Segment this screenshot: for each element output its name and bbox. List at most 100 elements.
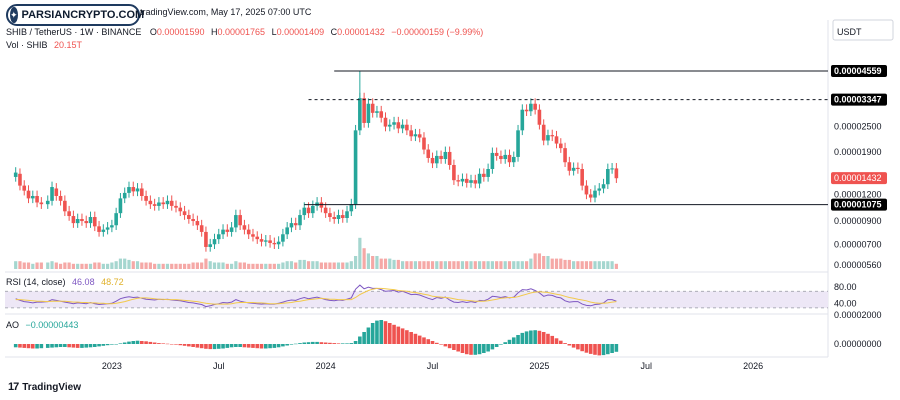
candle-body (379, 111, 384, 118)
candle-body (35, 195, 39, 203)
rsi-tick-label: 40.00 (834, 299, 857, 309)
ao-title[interactable]: AO (6, 320, 20, 330)
candle-body (375, 111, 379, 113)
ao-bar (135, 340, 140, 344)
x-tick-label: Jul (427, 361, 439, 371)
ao-bar (255, 344, 260, 349)
candle-body (22, 185, 27, 191)
currency-box (832, 19, 894, 41)
published-info: tradingView.com, May 17, 2025 07:00 UTC (140, 7, 312, 17)
volume-bar (465, 261, 469, 269)
volume-bar (242, 262, 247, 269)
ao-bar (409, 332, 413, 344)
volume-bar (22, 262, 26, 269)
volume-bar (401, 261, 405, 269)
candle-body (614, 168, 619, 179)
candle-body (554, 136, 559, 144)
ao-bar (315, 341, 319, 344)
candle-body (39, 202, 44, 205)
volume-bar (63, 262, 67, 269)
candle-body (370, 103, 375, 113)
ao-bar (323, 342, 328, 344)
volume-bar (529, 258, 533, 269)
ao-bar (212, 344, 217, 350)
ao-bar (567, 344, 572, 346)
volume-bar (332, 262, 336, 269)
candle-body (520, 109, 525, 131)
candle-body (452, 164, 456, 181)
volume-bar (362, 248, 366, 269)
volume-label[interactable]: Vol · SHIB (6, 40, 48, 50)
candle-body (524, 109, 529, 112)
ao-bar (460, 344, 465, 353)
candle-body (182, 211, 187, 216)
candle-body (225, 229, 230, 232)
ao-bar (30, 344, 35, 349)
candle-body (169, 200, 174, 206)
ao-bar (13, 344, 18, 348)
candle-body (409, 130, 413, 137)
ao-bar (63, 344, 67, 347)
candle-body (511, 156, 516, 163)
ao-bar (370, 323, 375, 344)
ao-bar (80, 344, 84, 348)
ao-bar (345, 343, 349, 344)
candle-body (191, 219, 195, 222)
ao-bar (84, 344, 89, 348)
volume-bar (610, 261, 614, 269)
ohlc-l: 0.00001409 (276, 27, 325, 37)
volume-bar (353, 256, 358, 269)
volume-bar (413, 261, 418, 269)
ao-bar (182, 344, 187, 346)
ao-bar (417, 335, 422, 344)
ao-bar (563, 343, 567, 344)
volume-bar (601, 261, 606, 269)
volume-bar (524, 261, 529, 269)
ao-bar (379, 320, 384, 344)
rsi-ma-line (15, 287, 617, 305)
volume-bar (435, 261, 439, 269)
tradingview-brand[interactable]: 17 TradingView (8, 381, 81, 393)
volume-bar (512, 261, 516, 269)
ao-bar (580, 344, 584, 352)
rsi-title[interactable]: RSI (14, close) (6, 277, 66, 287)
candle-body (118, 198, 123, 214)
volume-value: 20.15T (54, 40, 83, 50)
ao-bar (199, 344, 204, 349)
volume-bar (135, 261, 140, 269)
candle-body (499, 155, 503, 160)
candle-body (323, 207, 328, 214)
volume-bar (503, 261, 507, 269)
ao-bar (251, 344, 255, 348)
volume-bar (50, 261, 54, 269)
ohlc-l-label: L (271, 27, 277, 37)
candle-body (464, 178, 469, 183)
candle-body (281, 234, 285, 242)
ao-bar (216, 344, 221, 349)
ao-bar (558, 340, 563, 344)
ao-bar (430, 341, 435, 344)
currency-label[interactable]: USDT (837, 27, 862, 37)
volume-bar (101, 263, 105, 269)
candle-body (387, 124, 392, 127)
ao-bar (259, 344, 264, 349)
ao-bar (88, 344, 93, 348)
volume-bar (589, 261, 593, 269)
symbol-name[interactable]: SHIB / TetherUS · 1W · BINANCE (6, 27, 142, 37)
ao-bar (71, 344, 76, 348)
candle-body (362, 98, 366, 123)
candle-body (165, 200, 170, 205)
volume-bar (537, 253, 542, 269)
volume-bar (345, 262, 349, 269)
candle-body (533, 103, 537, 110)
volume-bar (409, 261, 413, 269)
candle-body (174, 205, 178, 208)
candle-body (30, 195, 35, 199)
ao-bar (118, 343, 123, 344)
rsi-band (5, 291, 828, 308)
volume-bar (264, 263, 268, 269)
tradingview-logo-icon: 17 (8, 381, 19, 393)
ao-bar (435, 342, 439, 344)
candle-body (460, 178, 465, 182)
